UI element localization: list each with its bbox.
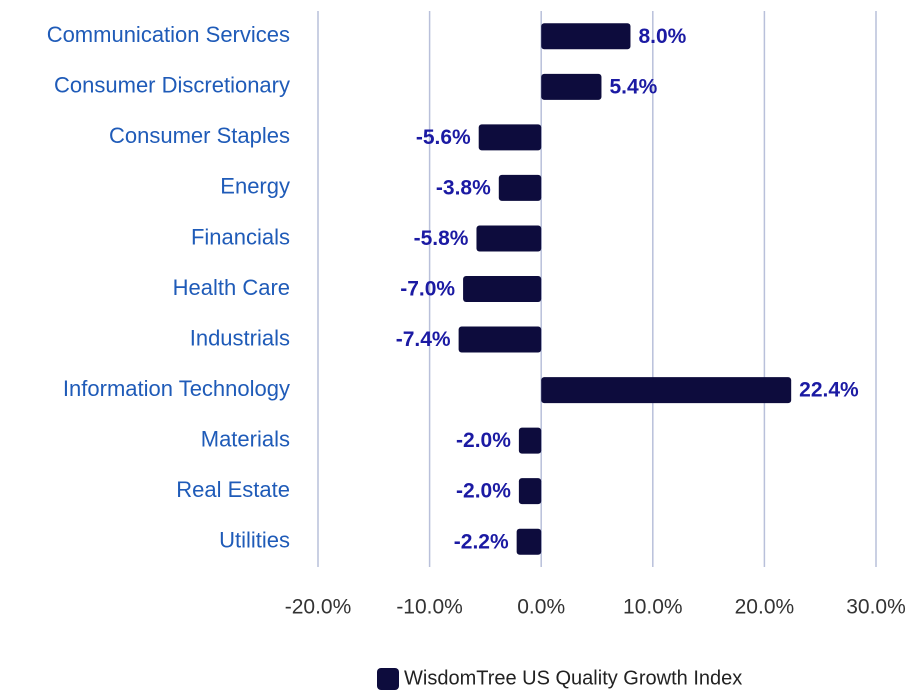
x-tick-label: -10.0%	[396, 596, 463, 619]
bar	[498, 174, 542, 201]
category-label: Utilities	[219, 528, 290, 553]
bar	[476, 225, 542, 252]
value-label: -5.8%	[414, 227, 469, 250]
category-label: Communication Services	[47, 22, 290, 47]
bar	[463, 276, 542, 302]
value-label: -2.0%	[456, 429, 511, 452]
value-label: -7.0%	[400, 278, 455, 301]
category-label: Health Care	[173, 275, 290, 300]
value-label: 22.4%	[799, 379, 859, 402]
category-label: Consumer Discretionary	[54, 73, 290, 98]
value-label: -3.8%	[436, 176, 491, 199]
value-label: -2.0%	[456, 480, 511, 503]
x-tick-label: 20.0%	[735, 596, 795, 619]
value-label: -2.2%	[454, 530, 509, 553]
category-label: Real Estate	[176, 477, 290, 502]
category-label: Information Technology	[63, 376, 290, 401]
value-label: -7.4%	[396, 328, 451, 351]
bar	[518, 427, 542, 454]
legend-swatch	[377, 668, 399, 690]
category-label: Consumer Staples	[109, 123, 290, 148]
bar	[478, 124, 542, 151]
x-tick-label: 30.0%	[846, 596, 906, 619]
category-label: Materials	[201, 426, 290, 451]
category-label: Financials	[191, 224, 290, 249]
legend-label: WisdomTree US Quality Growth Index	[404, 667, 742, 689]
bar	[518, 478, 542, 505]
value-label: 8.0%	[638, 25, 686, 48]
value-label: -5.6%	[416, 126, 471, 149]
category-label: Energy	[220, 174, 290, 199]
x-tick-label: 0.0%	[517, 596, 565, 619]
x-tick-label: 10.0%	[623, 596, 683, 619]
category-label: Industrials	[190, 325, 290, 350]
x-tick-label: -20.0%	[285, 596, 352, 619]
bar	[541, 23, 631, 50]
bar	[541, 377, 792, 404]
bar	[516, 528, 542, 555]
bar	[541, 73, 602, 100]
value-label: 5.4%	[609, 75, 657, 98]
bar	[458, 326, 542, 353]
